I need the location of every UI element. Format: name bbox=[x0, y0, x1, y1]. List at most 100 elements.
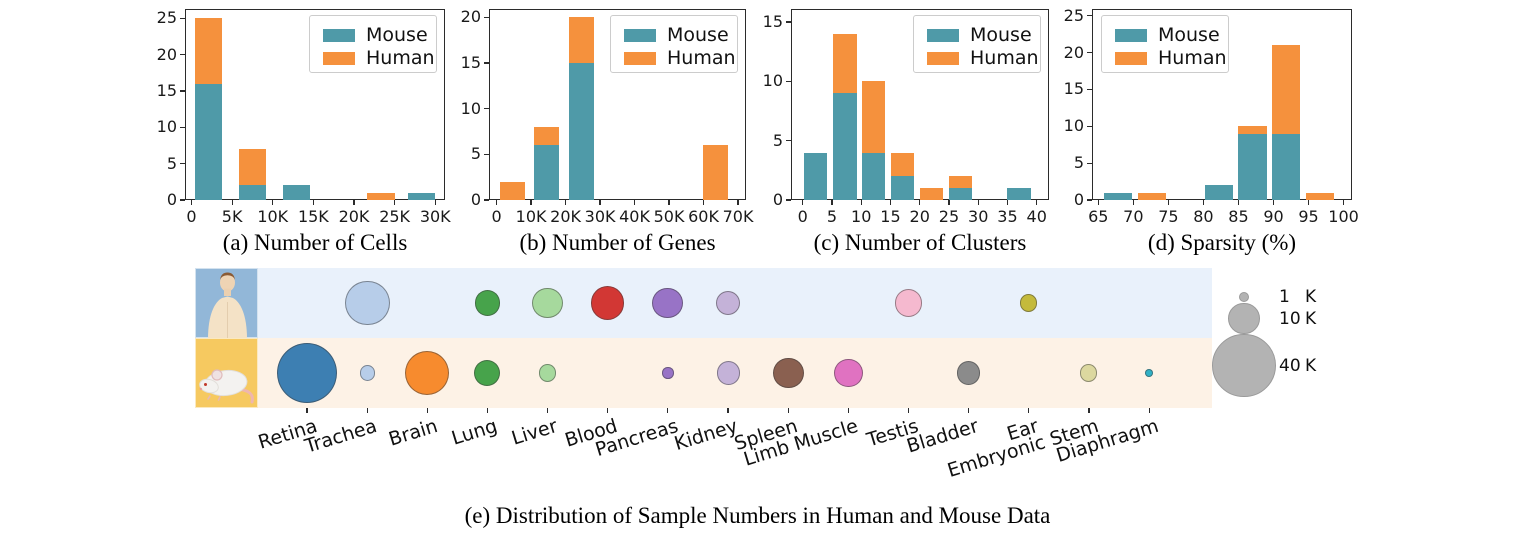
bubble-mouse-brain bbox=[405, 350, 450, 396]
legend-label-human: Human bbox=[366, 47, 435, 69]
bar-clusters-5-mouse bbox=[948, 188, 973, 200]
legend-genes: Mouse Human bbox=[610, 15, 738, 73]
ytick-label-sparsity-15: 15 bbox=[1063, 79, 1084, 99]
legend-swatch-mouse bbox=[927, 29, 959, 42]
xtick-label-genes-0: 0 bbox=[491, 207, 502, 226]
xtick-cells-0 bbox=[190, 200, 193, 205]
xtick-label-sparsity-7: 100 bbox=[1328, 207, 1359, 226]
ytick-cells-15 bbox=[180, 90, 185, 92]
organ-tick-6 bbox=[667, 408, 669, 413]
ytick-label-cells-20: 20 bbox=[156, 44, 177, 64]
xtick-sparsity-4 bbox=[1237, 200, 1240, 205]
legend-cells: Mouse Human bbox=[309, 15, 437, 73]
legend-label-human: Human bbox=[1158, 47, 1227, 69]
caption-cells: (a) Number of Cells bbox=[222, 230, 408, 255]
xtick-genes-6 bbox=[702, 200, 705, 205]
ytick-clusters-10 bbox=[786, 80, 791, 82]
legend-swatch-mouse bbox=[323, 29, 355, 42]
organ-tick-0 bbox=[306, 408, 308, 413]
xtick-clusters-7 bbox=[1006, 200, 1009, 205]
ytick-cells-20 bbox=[180, 54, 185, 56]
legend-label-mouse: Mouse bbox=[667, 24, 729, 46]
xtick-sparsity-0 bbox=[1097, 200, 1099, 205]
bar-genes-0-human bbox=[499, 181, 525, 200]
ytick-label-clusters-0: 0 bbox=[772, 190, 783, 209]
legend-swatch-human bbox=[624, 52, 656, 65]
bubble-mouse-bladder bbox=[957, 361, 981, 385]
legend-row-clusters-mouse: Mouse bbox=[927, 24, 1040, 47]
caption-e: (e) Distribution of Sample Numbers in Hu… bbox=[464, 503, 1051, 528]
ytick-label-genes-0: 0 bbox=[470, 190, 481, 209]
size-legend-value: 1 bbox=[1279, 287, 1290, 307]
xtick-label-sparsity-1: 70 bbox=[1123, 207, 1144, 226]
bubble-mouse-kidney bbox=[716, 361, 740, 385]
size-legend-circle-1k bbox=[1239, 292, 1249, 302]
xtick-cells-1 bbox=[231, 200, 233, 205]
bar-cells-0-human bbox=[194, 18, 223, 84]
xtick-genes-2 bbox=[564, 200, 567, 205]
ytick-genes-15 bbox=[484, 62, 489, 64]
xtick-label-clusters-6: 30 bbox=[968, 207, 989, 226]
bar-cells-1-human bbox=[238, 149, 267, 186]
bar-sparsity-4-mouse bbox=[1272, 133, 1301, 200]
caption-genes: (b) Number of Genes bbox=[519, 230, 716, 255]
size-legend-label-10k: 10 K bbox=[1279, 309, 1316, 329]
ytick-label-sparsity-20: 20 bbox=[1063, 42, 1084, 62]
bar-genes-2-mouse bbox=[568, 62, 594, 200]
xtick-label-clusters-1: 5 bbox=[826, 207, 838, 226]
size-legend-circle-40k bbox=[1212, 333, 1276, 398]
xtick-sparsity-3 bbox=[1202, 200, 1205, 205]
ytick-sparsity-10 bbox=[1087, 125, 1092, 127]
legend-swatch-human bbox=[927, 52, 959, 65]
xtick-label-cells-3: 15K bbox=[297, 207, 329, 226]
bar-genes-3-human bbox=[703, 145, 729, 200]
bar-clusters-1-mouse bbox=[833, 93, 857, 200]
xtick-cells-2 bbox=[272, 200, 274, 205]
xtick-label-sparsity-4: 85 bbox=[1228, 207, 1249, 226]
legend-row-cells-human: Human bbox=[323, 47, 436, 70]
ytick-label-clusters-15: 15 bbox=[762, 12, 783, 32]
ytick-genes-10 bbox=[484, 108, 489, 110]
xtick-genes-4 bbox=[633, 200, 636, 205]
xtick-label-clusters-2: 10 bbox=[851, 207, 872, 226]
ytick-label-clusters-5: 5 bbox=[772, 130, 783, 150]
organ-tick-2 bbox=[426, 408, 428, 413]
legend-row-clusters-human: Human bbox=[927, 47, 1040, 70]
xtick-label-clusters-5: 25 bbox=[938, 207, 960, 226]
xtick-label-genes-5: 50K bbox=[653, 207, 685, 226]
xtick-cells-4 bbox=[353, 200, 355, 205]
organ-label-7: Kidney bbox=[672, 415, 741, 455]
bar-cells-2-mouse bbox=[282, 185, 311, 200]
organ-tick-8 bbox=[787, 408, 789, 413]
xtick-clusters-4 bbox=[919, 200, 921, 205]
ytick-label-sparsity-5: 5 bbox=[1073, 153, 1084, 173]
bar-sparsity-0-mouse bbox=[1103, 192, 1132, 200]
size-legend-unit: K bbox=[1305, 308, 1317, 329]
legend-label-human: Human bbox=[970, 47, 1039, 69]
organ-label-2: Brain bbox=[385, 415, 440, 451]
xtick-label-genes-1: 10K bbox=[515, 207, 547, 226]
xtick-label-genes-3: 30K bbox=[584, 207, 616, 226]
size-legend-circle-10k bbox=[1228, 302, 1260, 335]
xtick-genes-3 bbox=[599, 200, 601, 205]
xtick-label-clusters-8: 40 bbox=[1026, 207, 1047, 226]
bubble-mouse-retina bbox=[277, 343, 337, 403]
bar-clusters-0-mouse bbox=[803, 152, 828, 200]
ytick-sparsity-0 bbox=[1087, 199, 1092, 201]
bar-genes-1-mouse bbox=[534, 145, 560, 200]
xtick-label-cells-1: 5K bbox=[221, 207, 243, 226]
bubble-mouse-liver bbox=[539, 364, 557, 382]
bar-genes-2-human bbox=[568, 17, 594, 63]
size-legend-label-40k: 40 K bbox=[1279, 356, 1316, 376]
xtick-clusters-0 bbox=[802, 200, 804, 205]
ytick-label-cells-15: 15 bbox=[156, 81, 177, 101]
organ-label-9: Limb Muscle bbox=[741, 415, 861, 471]
organ-tick-12 bbox=[1028, 408, 1030, 413]
organ-tick-13 bbox=[1088, 408, 1090, 413]
bar-clusters-5-human bbox=[948, 176, 973, 189]
xtick-label-cells-6: 30K bbox=[419, 207, 451, 226]
legend-label-mouse: Mouse bbox=[1158, 24, 1220, 46]
xtick-label-sparsity-6: 95 bbox=[1298, 207, 1319, 226]
xtick-label-clusters-0: 0 bbox=[797, 207, 808, 226]
